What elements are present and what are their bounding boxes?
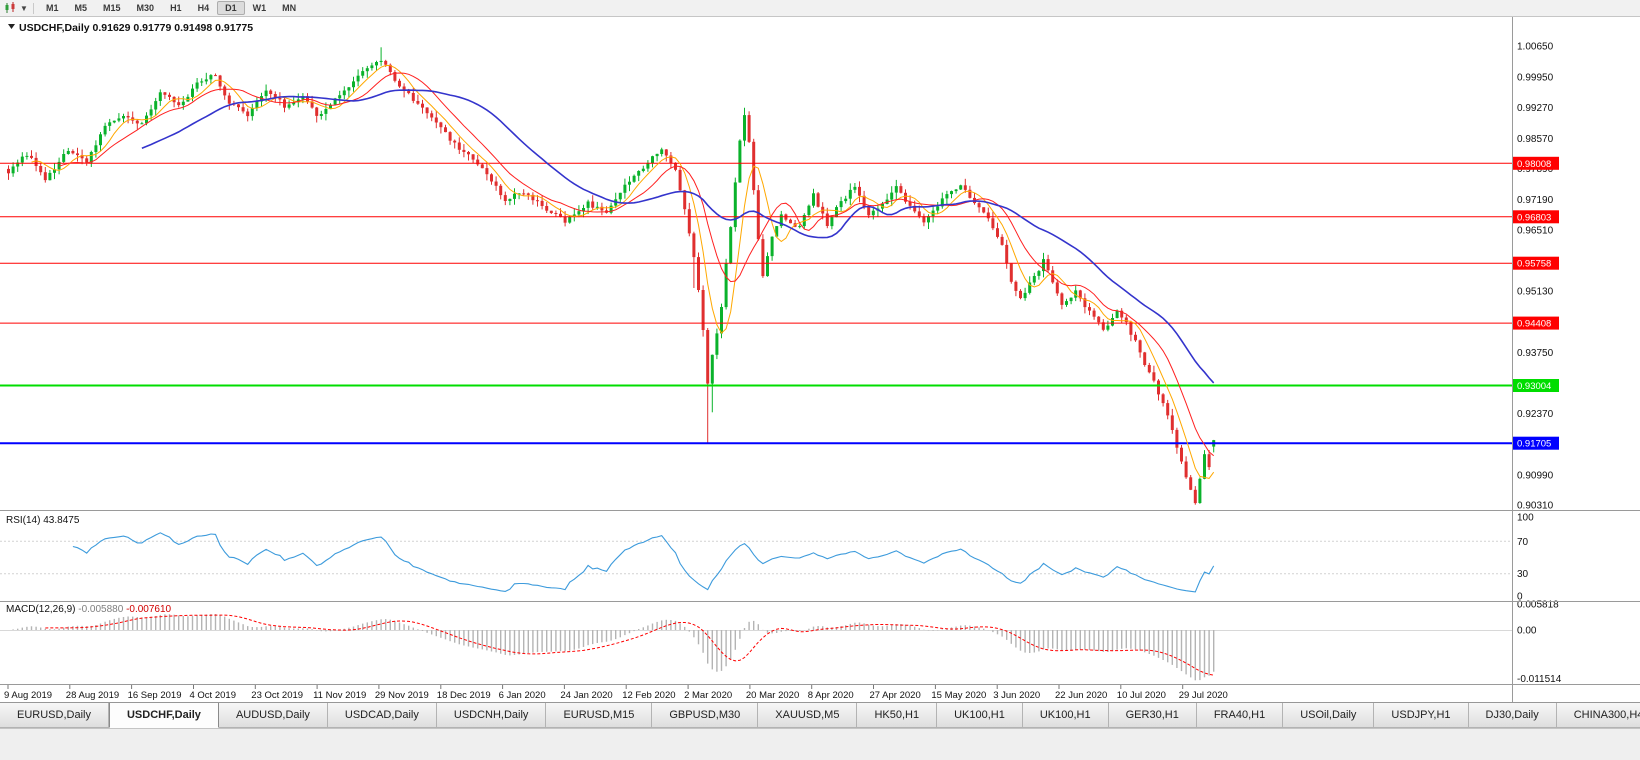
price-scale-label: 0.97190 [1517,195,1554,206]
date-label: 3 Jun 2020 [993,690,1040,701]
date-label: 11 Nov 2019 [313,690,366,701]
chart-tab-usdchf-daily[interactable]: USDCHF,Daily [108,703,219,728]
timeframe-button-m5[interactable]: M5 [74,3,88,13]
macd-label: MACD(12,26,9) -0.005880 -0.007610 [6,604,172,615]
status-bar [0,728,1640,760]
chart-tab-usdjpy-h1[interactable]: USDJPY,H1 [1374,703,1469,728]
price-level-badge [1513,156,1559,170]
price-level-badge-text: 0.96803 [1517,212,1551,223]
chart-tab-uk100-h1[interactable]: UK100,H1 [937,703,1023,728]
chart-tab-ger30-h1[interactable]: GER30,H1 [1108,703,1197,728]
chart-tab-usoil-daily[interactable]: USOil,Daily [1283,703,1375,728]
price-scale-label: 0.90310 [1517,501,1554,512]
rsi-label: RSI(14) 43.8475 [6,515,80,526]
price-scale-label: 0.92370 [1517,409,1554,420]
macd-signal-line [45,614,1214,676]
rsi-line [72,532,1215,593]
timeframe-group: M1 M5 M15 M30 H1 H4 D1 W1 MN [38,1,304,15]
timeframe-button-m15[interactable]: M15 [103,3,121,13]
chart-tab-dj30-daily[interactable]: DJ30,Daily [1468,703,1557,728]
ma-mid-line [58,72,1215,457]
date-label: 27 Apr 2020 [870,690,921,701]
rsi-scale-label: 100 [1517,513,1534,524]
date-label: 2 Mar 2020 [684,690,732,701]
price-scale-label: 0.98570 [1517,134,1554,145]
macd-scale-label: 0.00 [1517,626,1537,637]
date-label: 24 Jan 2020 [560,690,612,701]
chevron-down-icon[interactable]: ▼ [20,3,28,13]
timeframe-button-w1[interactable]: W1 [252,3,267,13]
chart-tab-eurusd-m15[interactable]: EURUSD,M15 [546,703,653,728]
chart-tab-hk50-h1[interactable]: HK50,H1 [857,703,938,728]
price-level-badge-text: 0.91705 [1517,439,1551,450]
macd-scale-label: -0.011514 [1517,674,1562,685]
timeframe-button-d1[interactable]: D1 [217,1,245,15]
date-label: 18 Dec 2019 [437,690,491,701]
chart-tab-uk100-h1[interactable]: UK100,H1 [1022,703,1109,728]
timeframe-button-h4[interactable]: H4 [197,3,210,13]
chart-tab-audusd-daily[interactable]: AUDUSD,Daily [218,703,328,728]
price-level-badge-text: 0.94408 [1517,319,1551,330]
timeframe-button-h1[interactable]: H1 [170,3,182,13]
rsi-scale-label: 0 [1517,592,1523,603]
timeframe-button-mn[interactable]: MN [282,3,297,13]
symbol-marker-icon [8,24,15,29]
price-scale-label: 0.99270 [1517,103,1554,114]
price-level-badge [1513,210,1559,224]
price-level-badge-text: 0.95758 [1517,259,1551,270]
date-label: 6 Jan 2020 [499,690,546,701]
date-label: 16 Sep 2019 [128,690,182,701]
timeframe-button-m30[interactable]: M30 [136,3,155,13]
chart-tab-china300-h4[interactable]: CHINA300,H4 [1556,703,1640,728]
date-label: 20 Mar 2020 [746,690,799,701]
price-scale-label: 0.95130 [1517,287,1554,298]
rsi-scale-label: 30 [1517,569,1529,580]
date-label: 10 Jul 2020 [1117,690,1166,701]
price-level-badge-text: 0.93004 [1517,381,1551,392]
toolbar-separator [33,2,34,14]
price-scale-label: 1.00650 [1517,42,1554,53]
macd-histogram [12,614,1215,681]
price-chart[interactable]: USDCHF,Daily 0.91629 0.91779 0.91498 0.9… [0,17,1640,702]
chart-tab-usdcad-daily[interactable]: USDCAD,Daily [327,703,437,728]
date-label: 15 May 2020 [931,690,986,701]
chart-tab-fra40-h1[interactable]: FRA40,H1 [1196,703,1284,728]
date-label: 9 Aug 2019 [4,690,52,701]
date-label: 4 Oct 2019 [190,690,236,701]
price-level-badge [1513,256,1559,270]
price-scale-label: 0.99950 [1517,73,1554,84]
price-scale-label: 0.93750 [1517,348,1554,359]
timeframe-toolbar: ▼ M1 M5 M15 M30 H1 H4 D1 W1 MN [0,0,1640,17]
price-level-badge [1513,316,1559,330]
date-scale[interactable] [0,685,1512,702]
date-label: 29 Nov 2019 [375,690,429,701]
chart-tabs-bar: EURUSD,Daily USDCHF,Daily AUDUSD,Daily USDC… [0,702,1640,728]
price-scale-label: 0.90990 [1517,470,1554,481]
macd-scale-label: 0.005818 [1517,600,1559,611]
price-level-badge [1513,436,1559,450]
date-label: 22 Jun 2020 [1055,690,1107,701]
date-label: 29 Jul 2020 [1179,690,1228,701]
timeframe-button-m1[interactable]: M1 [46,3,59,13]
date-label: 12 Feb 2020 [622,690,675,701]
chart-header: USDCHF,Daily 0.91629 0.91779 0.91498 0.9… [19,22,253,34]
ma-slow-line [141,89,1215,384]
chart-tab-xauusd-m5[interactable]: XAUUSD,M5 [758,703,858,728]
date-label: 23 Oct 2019 [251,690,303,701]
chart-background [0,17,1640,702]
chart-tab-usdcnh-daily[interactable]: USDCNH,Daily [436,703,547,728]
date-label: 28 Aug 2019 [66,690,119,701]
price-scale-label: 0.96510 [1517,225,1554,236]
chart-tab-eurusd-daily[interactable]: EURUSD,Daily [0,703,109,728]
date-label: 8 Apr 2020 [808,690,854,701]
price-scale[interactable] [1513,17,1640,701]
rsi-scale-label: 70 [1517,537,1529,548]
chart-tab-gbpusd-m30[interactable]: GBPUSD,M30 [652,703,759,728]
candlestick-chart-icon[interactable] [3,2,19,15]
price-level-badge [1513,379,1559,392]
price-level-badge-text: 0.98008 [1517,159,1551,170]
